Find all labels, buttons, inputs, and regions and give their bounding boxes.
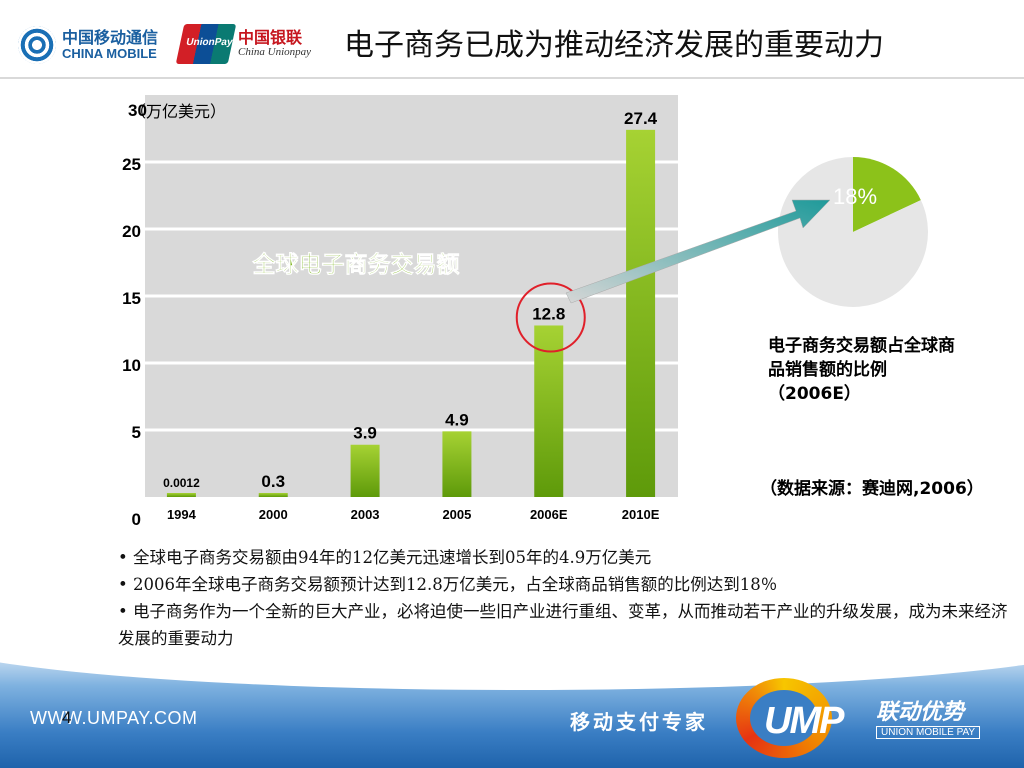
header-divider (0, 77, 1024, 79)
pie-slice-label: 18% (833, 184, 877, 209)
pie-chart: 18% (778, 157, 928, 307)
highlight-circle (515, 282, 586, 353)
bar-marks: 0.0012 1994 0.3 2000 3.9 2003 4.9 2005 12.8 2006E… (163, 109, 660, 522)
unionpay-name-cn: 中国银联 (238, 28, 303, 47)
callout-arrow (565, 199, 831, 304)
y-tick-label: 25 (122, 155, 141, 174)
y-tick-label: 20 (122, 222, 141, 241)
ump-logo: UMP 联动优势 UNION MOBILE PAY (736, 678, 1006, 758)
y-tick-label: 10 (122, 356, 141, 375)
x-tick-label: 2005 (442, 507, 471, 522)
y-tick-label: 15 (122, 289, 141, 308)
ump-logo-text: UMP (764, 700, 844, 742)
x-tick-label: 2006E (530, 507, 568, 522)
y-axis-unit-label: （万亿美元） (130, 102, 227, 121)
bar-2005 (442, 431, 472, 497)
page-title: 电子商务已成为推动经济发展的重要动力 (344, 28, 884, 63)
ump-logo-name-cn: 联动优势 (876, 700, 965, 725)
source-note: （数据来源：赛迪网,2006） (760, 479, 984, 499)
bar-1994 (166, 493, 196, 497)
bar-2003 (350, 444, 380, 497)
callout-arrow-shape (565, 199, 831, 304)
footer-url[interactable]: WWW.UMPAY.COM (30, 708, 198, 728)
ump-logo-name-en: UNION MOBILE PAY (876, 726, 981, 739)
bullet-item: • 电子商务作为一个全新的巨大产业，必将迫使一些旧产业进行重组、变革，从而推动若… (118, 602, 1008, 648)
bar-plot-area: 0 5 10 15 20 25 30 全球电子商务交易额 (122, 95, 678, 529)
footer-slogan: 移动支付专家 (570, 710, 708, 734)
ump-ring-icon (736, 678, 832, 758)
y-tick-label: 30 (128, 101, 147, 120)
data-label: 12.8 (532, 304, 565, 323)
pie-slice (853, 157, 921, 232)
y-tick-label: 5 (132, 423, 141, 442)
bullet-list: • 全球电子商务交易额由94年的12亿美元迅速增长到05年的4.9万亿美元 • … (118, 544, 1014, 652)
china-mobile-logo: 中国移动通信 CHINA MOBILE (18, 22, 173, 68)
x-tick-label: 2010E (622, 507, 660, 522)
page-number: 4 (62, 708, 72, 727)
pie-caption: 电子商务交易额占全球商品销售额的比例（2006E） (768, 336, 955, 404)
x-tick-label: 2003 (351, 507, 380, 522)
x-tick-label: 2000 (259, 507, 288, 522)
china-mobile-emblem-icon (18, 26, 56, 64)
bar-2010E (626, 129, 656, 497)
footer-banner: WWW.UMPAY.COM 4 移动支付专家 UMP 联动优势 UNION MO… (0, 650, 1024, 768)
data-label: 4.9 (445, 410, 469, 429)
data-label: 3.9 (353, 424, 377, 443)
china-mobile-name-en: CHINA MOBILE (62, 46, 157, 61)
chart-title: 全球电子商务交易额 (252, 251, 460, 278)
bar-2000 (258, 492, 288, 497)
unionpay-logo: UnionPay 中国银联 China Unionpay (175, 22, 330, 68)
data-label: 0.3 (261, 472, 285, 491)
bullet-item: • 全球电子商务交易额由94年的12亿美元迅速增长到05年的4.9万亿美元 (118, 548, 652, 567)
bar-2006E (534, 325, 564, 497)
unionpay-name-en: China Unionpay (238, 46, 312, 58)
bullet-item: • 2006年全球电子商务交易额预计达到12.8万亿美元，占全球商品销售额的比例… (118, 575, 778, 594)
x-tick-label: 1994 (167, 507, 197, 522)
data-label: 27.4 (624, 109, 658, 128)
china-mobile-name-cn: 中国移动通信 (62, 28, 159, 47)
data-label: 0.0012 (163, 476, 200, 490)
y-tick-label: 0 (132, 510, 141, 529)
pie-slice (778, 157, 928, 307)
